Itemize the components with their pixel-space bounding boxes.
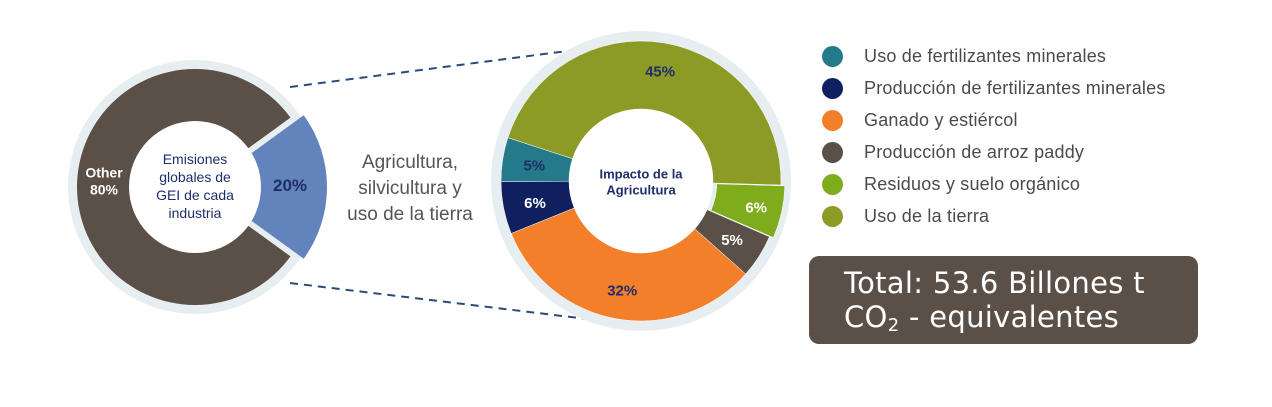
middle-label: Agricultura, silvicultura y uso de la ti…: [330, 150, 490, 228]
legend-label: Uso de la tierra: [864, 205, 990, 226]
total-line-1: Total: 53.6 Billones t: [844, 266, 1145, 300]
right-slice-label: 5%: [523, 157, 545, 174]
legend-swatch: [822, 45, 843, 67]
left-donut-center-label: Emisiones globales de GEI de cada industria: [156, 151, 234, 221]
legend-swatch: [822, 77, 843, 99]
total-co-prefix: CO: [844, 300, 888, 334]
connector-line-top: [289, 46, 599, 88]
middle-label-line: uso de la tierra: [347, 204, 473, 225]
right-slice-label: 6%: [745, 200, 767, 217]
middle-label-line: Agricultura,: [361, 152, 459, 173]
total-emissions-box: Total: 53.6 Billones t CO2 - equivalente…: [809, 256, 1198, 344]
total-co-subscript: 2: [887, 315, 900, 336]
legend-swatch: [822, 173, 843, 195]
legend-item: Ganado y estiércol: [822, 104, 1166, 136]
legend-label: Producción de arroz paddy: [864, 141, 1085, 162]
right-slice-label: 32%: [607, 282, 637, 299]
right-slice-label: 5%: [721, 232, 743, 249]
legend-label: Ganado y estiércol: [864, 109, 1018, 130]
legend-label: Residuos y suelo orgánico: [864, 173, 1081, 194]
connector-line-bottom: [289, 282, 613, 323]
legend-swatch: [822, 141, 843, 163]
left-donut-hole: [129, 121, 261, 253]
middle-label-line: silvicultura y: [358, 178, 462, 199]
legend-label: Uso de fertilizantes minerales: [864, 45, 1107, 66]
left-slice-agriculture: [205, 115, 328, 259]
legend: Uso de fertilizantes minerales Producció…: [822, 40, 1166, 232]
right-slice-label: 6%: [524, 195, 546, 212]
total-co-suffix: - equivalentes: [899, 300, 1120, 334]
right-slice-label: 45%: [645, 64, 675, 81]
legend-item: Residuos y suelo orgánico: [822, 168, 1166, 200]
left-slice-agriculture-label: 20%: [273, 176, 307, 195]
right-donut-center-label: Impacto de la Agricultura: [599, 167, 683, 198]
legend-item: Producción de arroz paddy: [822, 136, 1166, 168]
total-line-2: CO2 - equivalentes: [844, 300, 1198, 343]
legend-item: Producción de fertilizantes minerales: [822, 72, 1166, 104]
legend-item: Uso de la tierra: [822, 200, 1166, 232]
legend-label: Producción de fertilizantes minerales: [864, 77, 1166, 98]
legend-swatch: [822, 109, 843, 131]
right-donut-hole: [569, 109, 713, 253]
left-slice-other-label: Other 80%: [85, 164, 123, 197]
right-slice-2: [710, 183, 786, 238]
legend-swatch: [822, 205, 843, 227]
legend-item: Uso de fertilizantes minerales: [822, 40, 1166, 72]
